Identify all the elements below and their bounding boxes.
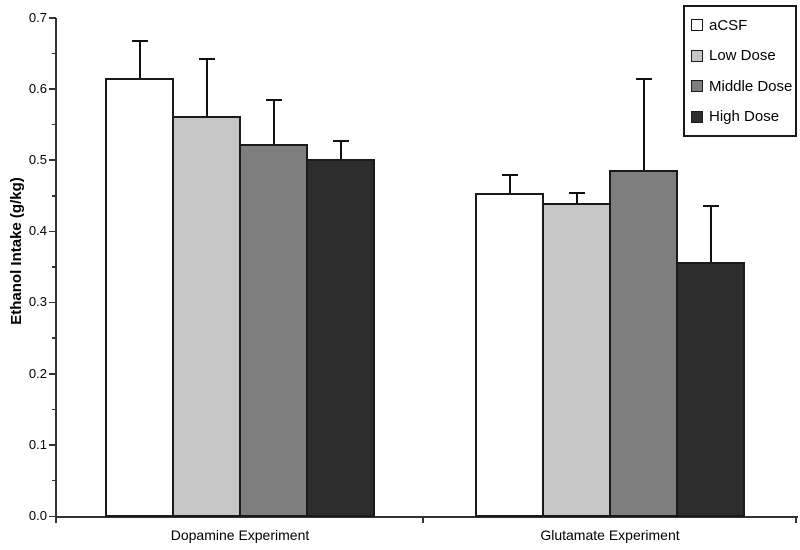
y-tick-label: 0.7: [28, 9, 47, 25]
x-category-label: Dopamine Experiment: [170, 527, 310, 543]
legend-item-acsf: aCSF: [691, 17, 793, 34]
y-tick: [49, 159, 56, 161]
legend-item-label: Middle Dose: [709, 77, 793, 95]
y-tick: [49, 17, 56, 19]
y-tick-label: 0.0: [28, 508, 47, 523]
y-minor-tick: [52, 52, 56, 55]
error-bar: [205, 58, 208, 116]
y-tick-label: 0.6: [28, 80, 47, 96]
legend-item-label: Low Dose: [709, 47, 776, 65]
y-axis-title: Ethanol Intake (g/kg): [8, 177, 25, 325]
y-minor-tick: [52, 408, 56, 411]
y-tick-label: 0.4: [28, 223, 47, 239]
y-tick-label: 0.2: [28, 365, 47, 381]
bar-middle-dose-glutamate-experiment: [609, 169, 678, 517]
legend-box: aCSF Low Dose Middle Dose High Dose: [683, 5, 797, 137]
y-minor-tick: [52, 123, 56, 126]
y-minor-tick: [52, 266, 56, 268]
bar-high-dose-dopamine-experiment: [306, 159, 375, 517]
bar-low-dose-glutamate-experiment: [542, 203, 611, 517]
bar-acsf-glutamate-experiment: [475, 193, 544, 517]
error-bar: [339, 140, 342, 160]
x-category-label: Glutamate Experiment: [540, 527, 680, 543]
y-tick: [49, 444, 56, 446]
error-bar: [508, 174, 511, 194]
bar-high-dose-glutamate-experiment: [676, 261, 745, 517]
legend-swatch-icon: [691, 19, 703, 32]
error-bar-cap: [702, 204, 719, 207]
y-axis-line: [54, 17, 57, 518]
legend-item-low-dose: Low Dose: [691, 47, 793, 64]
y-tick-label: 0.1: [28, 436, 47, 452]
error-bar-cap: [568, 192, 585, 195]
legend-item-label: aCSF: [709, 16, 748, 34]
legend-swatch-icon: [691, 49, 703, 62]
y-tick: [49, 230, 56, 233]
legend-swatch-icon: [691, 110, 703, 123]
y-tick: [49, 373, 56, 375]
error-bar: [642, 78, 645, 170]
y-tick: [49, 515, 56, 517]
error-bar-cap: [635, 77, 652, 80]
y-tick: [49, 301, 56, 304]
error-bar-cap: [332, 139, 349, 142]
bar-middle-dose-dopamine-experiment: [239, 143, 308, 517]
legend-item-middle-dose: Middle Dose: [691, 78, 793, 95]
error-bar: [138, 41, 141, 79]
bar-acsf-dopamine-experiment: [105, 78, 174, 517]
y-minor-tick: [52, 479, 56, 482]
x-tick: [795, 518, 797, 523]
legend-swatch-icon: [691, 80, 703, 93]
error-bar-cap: [198, 57, 215, 60]
error-bar: [272, 100, 275, 144]
x-tick: [422, 518, 424, 523]
error-bar-cap: [501, 173, 518, 176]
error-bar-cap: [131, 40, 148, 42]
error-bar: [709, 205, 712, 262]
bar-low-dose-dopamine-experiment: [172, 115, 241, 517]
legend-item-high-dose: High Dose: [691, 108, 793, 125]
x-tick: [55, 518, 57, 523]
x-axis-line: [54, 516, 798, 518]
y-minor-tick: [52, 337, 56, 339]
error-bar: [575, 193, 578, 204]
y-tick: [49, 88, 56, 90]
error-bar-cap: [265, 99, 282, 102]
y-tick-label: 0.5: [28, 151, 47, 167]
y-minor-tick: [52, 195, 56, 197]
y-tick-label: 0.3: [28, 294, 47, 310]
legend-item-label: High Dose: [709, 108, 780, 126]
